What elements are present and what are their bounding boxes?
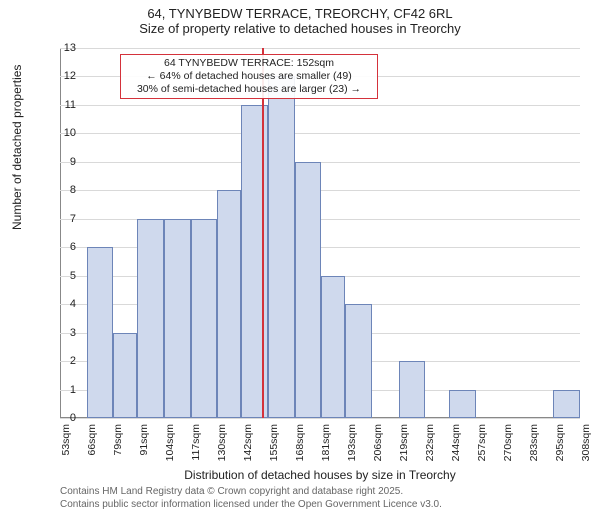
histogram-bar: [321, 276, 345, 418]
footer-line2: Contains public sector information licen…: [60, 499, 442, 511]
y-tick-label: 3: [46, 327, 76, 339]
grid-line: [60, 418, 580, 419]
footer: Contains HM Land Registry data © Crown c…: [60, 486, 442, 511]
x-tick-label: 270sqm: [502, 424, 514, 472]
histogram-bar: [553, 390, 580, 418]
annotation-line3: 30% of semi-detached houses are larger (…: [127, 83, 371, 96]
x-tick-label: 79sqm: [112, 424, 124, 472]
x-tick-label: 232sqm: [424, 424, 436, 472]
y-tick-label: 5: [46, 270, 76, 282]
y-axis-label: Number of detached properties: [10, 65, 24, 230]
title-line2: Size of property relative to detached ho…: [0, 21, 600, 36]
x-tick-label: 130sqm: [216, 424, 228, 472]
x-tick-label: 104sqm: [164, 424, 176, 472]
y-tick-label: 4: [46, 298, 76, 310]
grid-line: [60, 133, 580, 134]
y-tick-label: 11: [46, 99, 76, 111]
grid-line: [60, 48, 580, 49]
x-tick-label: 181sqm: [320, 424, 332, 472]
annotation-line2: ← 64% of detached houses are smaller (49…: [127, 70, 371, 83]
grid-line: [60, 105, 580, 106]
histogram-bar: [399, 361, 426, 418]
y-tick-label: 7: [46, 213, 76, 225]
x-tick-label: 66sqm: [86, 424, 98, 472]
chart-title: 64, TYNYBEDW TERRACE, TREORCHY, CF42 6RL…: [0, 6, 600, 36]
x-tick-label: 117sqm: [190, 424, 202, 472]
x-tick-label: 283sqm: [528, 424, 540, 472]
histogram-bar: [268, 76, 295, 418]
x-tick-label: 308sqm: [580, 424, 592, 472]
x-tick-label: 168sqm: [294, 424, 306, 472]
y-tick-label: 12: [46, 70, 76, 82]
reference-line: [262, 48, 264, 418]
histogram-bar: [137, 219, 164, 418]
histogram-bar: [87, 247, 114, 418]
x-tick-label: 206sqm: [372, 424, 384, 472]
y-tick-label: 6: [46, 241, 76, 253]
x-tick-label: 142sqm: [242, 424, 254, 472]
chart-container: 64, TYNYBEDW TERRACE, TREORCHY, CF42 6RL…: [0, 0, 600, 500]
x-tick-label: 257sqm: [476, 424, 488, 472]
x-tick-label: 219sqm: [398, 424, 410, 472]
x-tick-label: 155sqm: [268, 424, 280, 472]
histogram-bar: [295, 162, 322, 418]
histogram-bar: [241, 105, 268, 418]
x-tick-label: 193sqm: [346, 424, 358, 472]
footer-line1: Contains HM Land Registry data © Crown c…: [60, 486, 442, 499]
y-tick-label: 1: [46, 384, 76, 396]
x-tick-label: 53sqm: [60, 424, 72, 472]
y-tick-label: 2: [46, 355, 76, 367]
x-tick-label: 295sqm: [554, 424, 566, 472]
histogram-bar: [217, 190, 241, 418]
y-tick-label: 10: [46, 127, 76, 139]
title-line1: 64, TYNYBEDW TERRACE, TREORCHY, CF42 6RL: [0, 6, 600, 21]
y-tick-label: 9: [46, 156, 76, 168]
y-tick-label: 0: [46, 412, 76, 424]
histogram-bar: [113, 333, 137, 418]
x-tick-label: 91sqm: [138, 424, 150, 472]
histogram-bar: [449, 390, 476, 418]
plot-area: [60, 48, 580, 418]
histogram-bar: [164, 219, 191, 418]
x-tick-label: 244sqm: [450, 424, 462, 472]
annotation-box: 64 TYNYBEDW TERRACE: 152sqm ← 64% of det…: [120, 54, 378, 99]
annotation-line1: 64 TYNYBEDW TERRACE: 152sqm: [127, 57, 371, 70]
y-tick-label: 13: [46, 42, 76, 54]
y-tick-label: 8: [46, 184, 76, 196]
histogram-bar: [345, 304, 372, 418]
histogram-bar: [191, 219, 218, 418]
